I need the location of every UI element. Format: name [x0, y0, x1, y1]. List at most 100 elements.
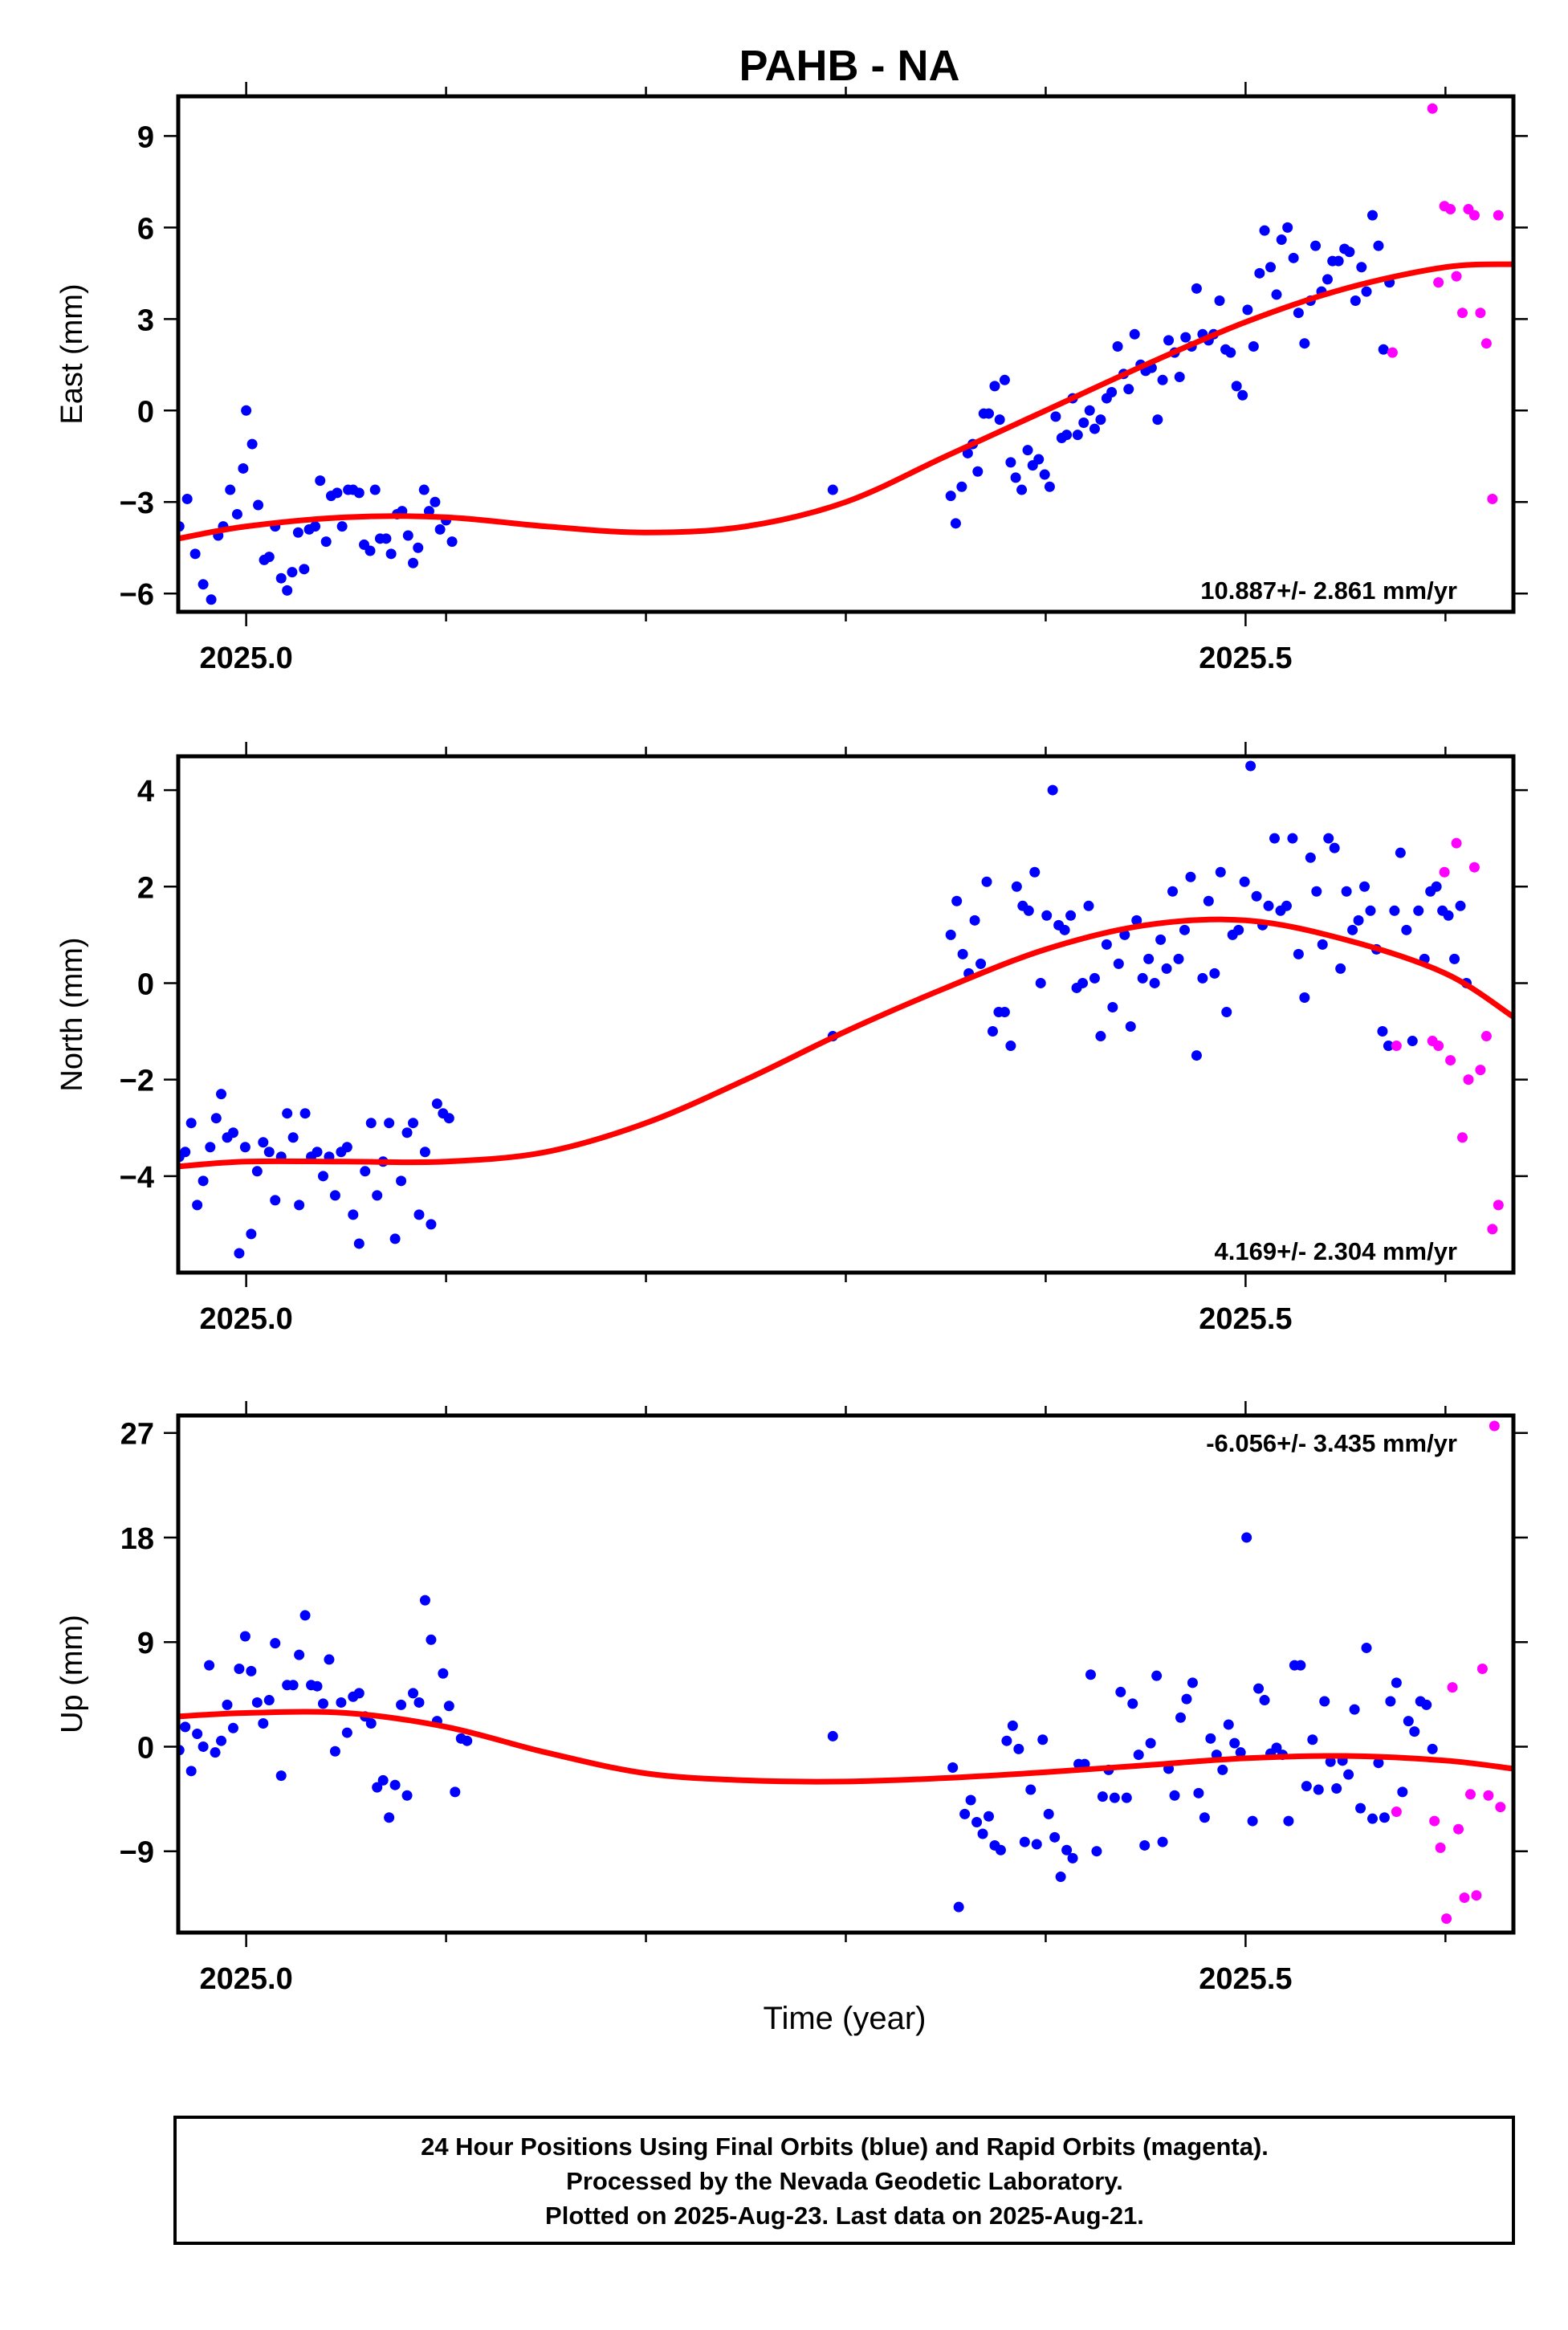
panel-1-point: [320, 536, 332, 548]
panel-2-point: [1487, 1224, 1498, 1235]
panel-2-point: [1041, 910, 1053, 921]
panel-3-point: [1489, 1420, 1500, 1432]
panel-1-y-tick-label: 9: [137, 120, 154, 154]
panel-3-point: [995, 1844, 1006, 1855]
panel-2-point: [1209, 967, 1220, 979]
panel-2-point: [1391, 1041, 1402, 1052]
panel-3-point: [1247, 1815, 1258, 1827]
panel-2-point: [246, 1228, 257, 1240]
panel-1-point: [446, 536, 458, 548]
panel-3-point: [1325, 1756, 1336, 1767]
panel-3-point: [1229, 1737, 1240, 1749]
panel-3-point: [270, 1638, 281, 1649]
panel-2-y-tick-label: 2: [137, 871, 154, 905]
panel-3-point: [1331, 1783, 1342, 1794]
panel-2-point: [1293, 948, 1304, 959]
panel-2-point: [1395, 847, 1406, 858]
panel-1-point: [231, 508, 242, 519]
panel-3-point: [1283, 1815, 1294, 1827]
panel-1-point: [1061, 430, 1073, 441]
panel-3-point: [984, 1811, 995, 1822]
panel-3-point: [1115, 1686, 1126, 1697]
panel-2-point: [975, 958, 987, 969]
panel-3-point: [1145, 1737, 1156, 1749]
panel-2-point: [1113, 958, 1124, 969]
panel-3-point: [396, 1699, 407, 1710]
panel-2-point: [443, 1113, 454, 1124]
panel-1-point: [1254, 267, 1265, 279]
panel-1-point: [1344, 246, 1355, 258]
panel-2-point: [1161, 963, 1172, 974]
panel-3-point: [438, 1668, 449, 1679]
panel-2-point: [1245, 760, 1256, 772]
panel-1-point: [1163, 335, 1175, 346]
panel-2-point: [1377, 1026, 1388, 1037]
panel-3-y-tick-label: 9: [137, 1627, 154, 1660]
panel-2-point: [969, 914, 980, 926]
panel-1-point: [275, 572, 287, 584]
panel-2-point: [1005, 1041, 1016, 1052]
panel-3: 2025.0 2025.5 −9 0 9 18 27 Up (mm) -6.056+/- 3.4…: [55, 1401, 1528, 1996]
panel-3-point: [1447, 1682, 1458, 1693]
footer-box: [173, 2116, 1515, 2245]
panel-2-point: [987, 1026, 998, 1037]
panel-1-point: [1129, 328, 1140, 340]
panel-1-point: [315, 475, 326, 487]
panel-2-y-axis-label: North (mm): [55, 937, 89, 1091]
panel-3-point: [462, 1735, 473, 1746]
panel-3-point: [258, 1718, 269, 1729]
panel-1-point: [1022, 445, 1033, 456]
panel-3-point: [384, 1812, 395, 1823]
panel-3-point: [1391, 1677, 1402, 1688]
panel-3-point: [1121, 1792, 1132, 1803]
panel-2-point: [413, 1209, 425, 1220]
panel-3-point: [1271, 1742, 1282, 1754]
panel-3-point: [312, 1680, 323, 1692]
panel-2-rate-label: 4.169+/- 2.304 mm/yr: [1215, 1237, 1457, 1265]
panel-1-x-tick-label: 2025.5: [1199, 642, 1292, 675]
panel-2-data: [178, 760, 1513, 1259]
panel-1-data: [178, 103, 1513, 605]
panel-1-point: [353, 487, 365, 499]
panel-1-point: [1350, 295, 1361, 307]
panel-3-y-tick-label: −9: [120, 1836, 154, 1870]
panel-1-final-orbits-series: [178, 210, 1395, 605]
panel-3-point: [198, 1741, 209, 1752]
panel-2-y-tick-label: 4: [137, 775, 154, 809]
panel-3-point: [275, 1770, 287, 1782]
panel-2-point: [384, 1118, 395, 1129]
panel-2-point: [1239, 876, 1250, 887]
panel-2-point: [396, 1175, 407, 1187]
panel-2-point: [1221, 1006, 1232, 1017]
panel-3-point: [239, 1631, 250, 1642]
panel-3-point: [1217, 1764, 1228, 1775]
panel-3-point: [827, 1730, 838, 1741]
panel-2-point: [1341, 886, 1352, 897]
panel-1-point: [238, 462, 249, 474]
panel-1-point: [1468, 210, 1480, 221]
panel-1-point: [299, 564, 310, 575]
panel-1-y-tick-label: 6: [137, 212, 154, 246]
panel-2-point: [192, 1200, 203, 1211]
panel-2-point: [1431, 881, 1442, 892]
panel-1-point: [1445, 204, 1456, 215]
panel-1-point: [181, 493, 193, 504]
panel-3-point: [1235, 1747, 1246, 1758]
panel-3-point: [1175, 1712, 1186, 1723]
panel-2-point: [1480, 1031, 1492, 1042]
panel-3-point: [204, 1660, 215, 1671]
panel-2-point: [431, 1098, 442, 1110]
panel-3-point: [947, 1762, 959, 1773]
panel-3-point: [1139, 1839, 1151, 1851]
panel-2-point: [234, 1248, 245, 1259]
panel-3-point: [1025, 1784, 1037, 1795]
panel-2-point: [329, 1190, 340, 1201]
panel-1-point: [1378, 344, 1389, 355]
panel-3-point: [365, 1718, 377, 1729]
panel-2-point: [258, 1137, 269, 1148]
panel-2-point: [1263, 900, 1274, 911]
panel-3-point: [377, 1774, 389, 1786]
panel-3-point: [1421, 1699, 1432, 1710]
panel-1-point: [225, 484, 236, 495]
panel-2-point: [1299, 992, 1310, 1003]
